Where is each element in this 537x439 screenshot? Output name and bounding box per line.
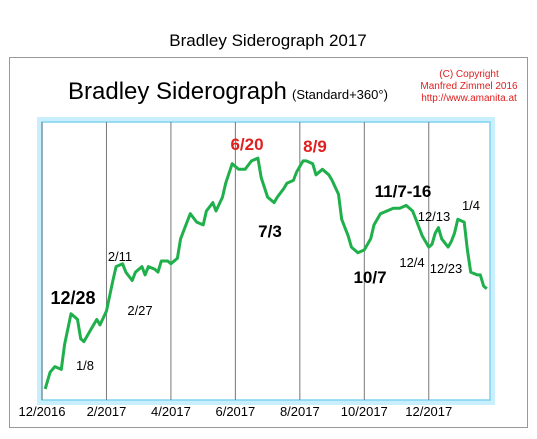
- annotation: 12/23: [430, 261, 463, 276]
- plot-glow: [37, 117, 495, 405]
- annotation: 12/28: [50, 288, 95, 308]
- annotation: 2/11: [108, 249, 132, 264]
- line: [43, 156, 488, 390]
- annotation: 11/7-16: [375, 182, 432, 201]
- annotation: 8/9: [303, 137, 327, 156]
- annotation: 12/13: [418, 209, 451, 224]
- x-tick-label: 4/2017: [151, 404, 191, 419]
- x-tick-label: 12/2016: [19, 404, 66, 419]
- credit: http://www.amanita.at: [421, 93, 517, 104]
- x-tick-label: 12/2017: [405, 404, 452, 419]
- annotation: 12/4: [399, 255, 424, 270]
- annotation: 10/7: [353, 268, 386, 287]
- x-tick-label: 2/2017: [87, 404, 127, 419]
- credit: Manfred Zimmel 2016: [420, 81, 518, 92]
- x-tick-label: 10/2017: [341, 404, 388, 419]
- x-tick-label: 8/2017: [280, 404, 320, 419]
- chart-title: Bradley Siderograph 2017: [169, 31, 367, 50]
- x-tick-label: 6/2017: [215, 404, 255, 419]
- annotation: 2/27: [127, 303, 152, 318]
- subtitle-note: (Standard+360°): [292, 87, 388, 102]
- subtitle: Bradley Siderograph: [68, 78, 287, 105]
- annotation: 7/3: [258, 222, 282, 241]
- plot-area: [41, 121, 491, 401]
- frame: [9, 57, 528, 428]
- annotation: 6/20: [230, 135, 263, 154]
- credit: (C) Copyright: [439, 69, 499, 80]
- annotation: 1/4: [462, 198, 480, 213]
- annotation: 1/8: [76, 358, 94, 373]
